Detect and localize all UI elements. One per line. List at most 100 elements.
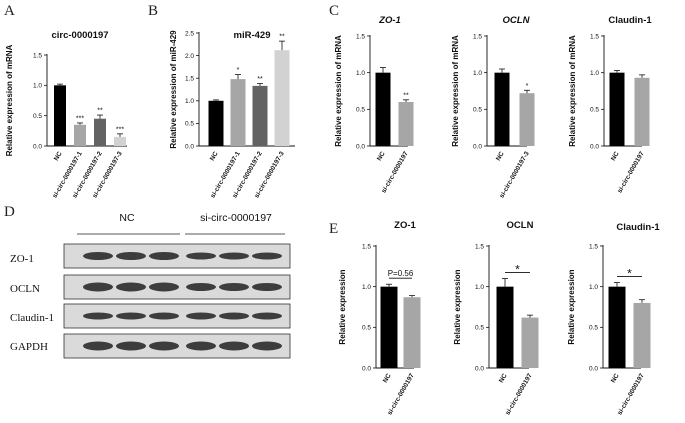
- category-label: NC: [382, 372, 393, 384]
- blot-band-gapdh: [186, 341, 216, 351]
- blot-row-label-zo-1: ZO-1: [10, 253, 34, 265]
- chart-title: Claudin-1: [608, 15, 652, 26]
- y-axis-label: Relative expression: [338, 269, 347, 344]
- blot-band-ocln: [83, 282, 113, 292]
- blot-band-claudin-1: [219, 312, 249, 320]
- y-tick-label: 1.0: [185, 98, 194, 105]
- bar-nc: [375, 72, 391, 146]
- chart-e-claudin-1: Claudin-1 Relative expression 0.0 0.5 1.0 1.5…: [567, 222, 660, 416]
- comparison-label: P=0.56: [388, 269, 414, 278]
- category-label: si-circ-0000197: [616, 372, 646, 416]
- blot-band-zo-1: [149, 252, 179, 260]
- bar-si-circ-0000197: [403, 297, 421, 368]
- bar-si-circ-0000197-2: [252, 85, 268, 146]
- y-tick-label: 1.5: [356, 33, 365, 40]
- chart-title: ZO-1: [394, 220, 416, 231]
- y-tick-label: 0.5: [356, 107, 365, 114]
- y-tick-label: 0.5: [33, 113, 42, 120]
- blot-band-claudin-1: [116, 312, 146, 320]
- bar-si-circ-0000197-3: [274, 50, 290, 147]
- panel-label-b: B: [148, 3, 158, 19]
- y-tick-label: 0.5: [475, 325, 484, 332]
- y-tick-label: 0.0: [590, 143, 599, 150]
- y-tick-label: 0.0: [473, 143, 482, 150]
- bar-nc: [54, 85, 66, 146]
- y-tick-label: 0.0: [185, 143, 194, 150]
- blot-band-ocln: [219, 283, 249, 291]
- y-tick-label: 0.5: [362, 325, 371, 332]
- y-tick-label: 0.0: [475, 365, 484, 372]
- y-tick-label: 1.5: [589, 243, 598, 250]
- blot-band-gapdh: [219, 341, 249, 351]
- blot-band-gapdh: [149, 341, 179, 351]
- y-tick-label: 1.0: [589, 284, 598, 291]
- chart-c-claudin-1: Claudin-1 Relative expression of mRNA 0.0 0…: [568, 15, 652, 194]
- blot-group-nc: NC: [119, 212, 135, 224]
- y-tick-label: 1.5: [590, 33, 599, 40]
- blot-band-claudin-1: [149, 312, 179, 320]
- panel-label-c: C: [329, 3, 339, 19]
- blot-band-gapdh: [252, 341, 282, 351]
- significance-mark: **: [97, 108, 103, 115]
- category-label: si-circ-0000197: [504, 372, 534, 416]
- blot-band-ocln: [252, 283, 282, 291]
- significance-mark: **: [279, 34, 285, 41]
- comparison-label: *: [627, 267, 632, 281]
- y-tick-label: 1.5: [362, 243, 371, 250]
- significance-mark: **: [257, 76, 263, 83]
- y-axis-label: Relative expression of mRNA: [568, 35, 577, 147]
- y-tick-label: 1.0: [33, 83, 42, 90]
- blot-band-ocln: [116, 282, 146, 292]
- y-tick-label: 0.0: [356, 143, 365, 150]
- chart-b-mir-429: miR-429 Relative expression of miR-429 0.0…: [169, 30, 295, 199]
- blot-band-ocln: [149, 282, 179, 292]
- y-tick-label: 1.5: [475, 243, 484, 250]
- y-tick-label: 1.0: [362, 284, 371, 291]
- blot-band-gapdh: [116, 341, 146, 351]
- blot-band-ocln: [186, 283, 216, 291]
- bar-nc: [380, 286, 398, 368]
- y-tick-label: 0.5: [589, 325, 598, 332]
- category-label: NC: [53, 150, 64, 162]
- western-blot: NC si-circ-0000197 ZO-1 OCLN Claudin-1 G…: [10, 212, 291, 359]
- y-axis-label: Relative expression of mRNA: [451, 35, 460, 147]
- y-tick-label: 1.5: [473, 33, 482, 40]
- blot-band-gapdh: [83, 341, 113, 351]
- bar-si-circ-0000197-1: [74, 124, 86, 146]
- bar-nc: [494, 72, 510, 146]
- bar-si-circ-0000197: [398, 102, 414, 146]
- blot-band-zo-1: [186, 252, 216, 260]
- significance-mark: ***: [116, 126, 124, 133]
- bar-nc: [608, 286, 626, 368]
- y-tick-label: 0.0: [33, 143, 42, 150]
- y-tick-label: 1.5: [33, 52, 42, 59]
- panel-label-e: E: [329, 221, 338, 237]
- chart-title: ZO-1: [378, 15, 401, 26]
- y-axis-label: Relative expression of mRNA: [5, 44, 14, 156]
- chart-title: OCLN: [507, 220, 534, 231]
- blot-band-zo-1: [252, 252, 282, 260]
- bar-si-circ-0000197: [633, 302, 651, 368]
- y-tick-label: 2.5: [185, 30, 194, 37]
- y-tick-label: 1.0: [356, 70, 365, 77]
- y-tick-label: 2.0: [185, 53, 194, 60]
- y-tick-label: 1.0: [590, 70, 599, 77]
- bar-si-circ-0000197-1: [230, 79, 246, 146]
- category-label: NC: [498, 372, 509, 384]
- comparison-label: *: [515, 263, 520, 277]
- significance-mark: ***: [76, 115, 84, 122]
- chart-title: Claudin-1: [616, 222, 660, 233]
- blot-group-si: si-circ-0000197: [200, 212, 272, 224]
- chart-c-zo-1: ZO-1 Relative expression of mRNA 0.0 0.5 1.0…: [334, 15, 414, 194]
- blot-band-zo-1: [83, 252, 113, 260]
- y-tick-label: 1.0: [473, 70, 482, 77]
- category-label: NC: [610, 372, 621, 384]
- chart-title: OCLN: [503, 15, 531, 26]
- blot-row-label-gapdh: GAPDH: [10, 341, 48, 353]
- y-axis-label: Relative expression of mRNA: [334, 35, 343, 147]
- blot-band-claudin-1: [83, 312, 113, 320]
- blot-band-zo-1: [116, 252, 146, 260]
- chart-a-circ-0000197: circ-0000197 Relative expression of mRNA 0…: [5, 30, 127, 199]
